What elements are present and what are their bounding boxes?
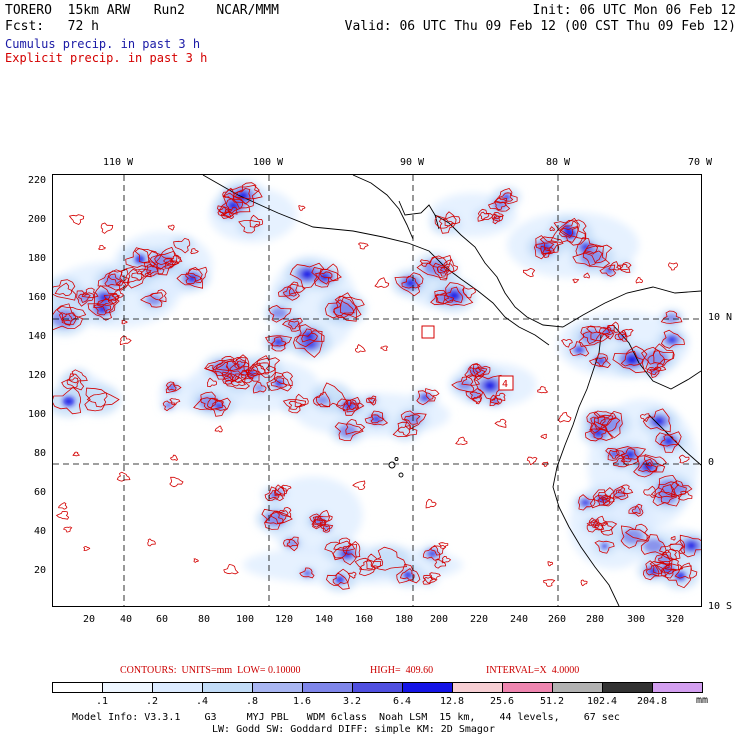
x-label-80: 80 [197,614,211,625]
y-label-180: 180 [27,253,46,264]
y-label-60: 60 [33,487,46,498]
station-box-label: 4 [502,379,508,390]
y-label-80: 80 [33,448,46,459]
colorbar-swatch [152,682,203,693]
coastline [202,175,701,606]
right-lat-label-10s: 10 S [708,601,733,612]
x-label-120: 120 [274,614,294,625]
top-lon-label-80w: 80 W [545,157,571,168]
y-label-160: 160 [27,292,46,303]
colorbar-swatch [552,682,603,693]
colorbar-swatch [652,682,703,693]
colorbar-label: 12.8 [439,696,465,707]
y-label-200: 200 [27,214,46,225]
model-title: TORERO 15km ARW Run2 NCAR/MMM [5,3,279,18]
colorbar-label: .2 [145,696,159,707]
contour-units-low: CONTOURS: UNITS=mm LOW= 0.10000 [120,665,301,676]
top-lon-label-100w: 100 W [252,157,284,168]
colorbar-label: 204.8 [636,696,668,707]
top-lon-label-70w: 70 W [687,157,713,168]
colorbar-swatch [302,682,353,693]
colorbar-swatch [602,682,653,693]
init-time: Init: 06 UTC Mon 06 Feb 12 [532,3,737,18]
light-precip-shading [53,180,701,592]
x-label-280: 280 [585,614,605,625]
x-label-100: 100 [235,614,255,625]
y-label-40: 40 [33,526,46,537]
colorbar-label: .1 [95,696,109,707]
x-label-220: 220 [469,614,489,625]
physics-info-line: LW: Godd SW: Goddard DIFF: simple KM: 2D… [212,724,495,735]
colorbar-swatch [352,682,403,693]
colorbar-swatch [202,682,253,693]
explicit-precip-contours [53,182,701,590]
station-markers: 4 [421,325,514,391]
model-info-line: Model Info: V3.3.1 G3 MYJ PBL WDM 6class… [72,712,620,723]
cumulus-precip-label: Cumulus precip. in past 3 h [5,37,201,51]
colorbar-label: .4 [195,696,209,707]
x-label-300: 300 [626,614,646,625]
colorbar-unit: mm [696,695,709,706]
top-lon-label-90w: 90 W [399,157,425,168]
y-label-100: 100 [27,409,46,420]
right-lat-label-10n: 10 N [708,312,733,323]
explicit-precip-label: Explicit precip. in past 3 h [5,51,208,65]
x-label-60: 60 [155,614,169,625]
x-label-200: 200 [429,614,449,625]
forecast-hour: Fcst: 72 h [5,19,99,34]
precip-map: 4 [52,174,702,607]
contour-interval: INTERVAL=X 4.0000 [486,665,580,676]
colorbar-label: 102.4 [586,696,618,707]
colorbar-swatch [102,682,153,693]
y-label-20: 20 [33,565,46,576]
x-label-320: 320 [665,614,685,625]
colorbar-label: .8 [245,696,259,707]
top-lon-label-110w: 110 W [102,157,134,168]
precip-map-canvas: 4 [53,175,701,606]
y-label-120: 120 [27,370,46,381]
right-lat-label-0: 0 [708,457,715,468]
y-label-220: 220 [27,175,46,186]
colorbar-label: 3.2 [342,696,362,707]
x-label-180: 180 [394,614,414,625]
x-label-260: 260 [547,614,567,625]
x-label-20: 20 [82,614,96,625]
colorbar-label: 25.6 [489,696,515,707]
valid-time: Valid: 06 UTC Thu 09 Feb 12 (00 CST Thu … [344,19,736,34]
x-label-240: 240 [509,614,529,625]
colorbar-swatch [402,682,453,693]
colorbar-swatch [452,682,503,693]
colorbar-label: 1.6 [292,696,312,707]
x-label-140: 140 [314,614,334,625]
x-label-160: 160 [354,614,374,625]
colorbar-label: 6.4 [392,696,412,707]
lat-lon-grid [53,175,701,606]
colorbar-swatch [502,682,553,693]
contour-high: HIGH= 409.60 [370,665,434,676]
colorbar-label: 51.2 [539,696,565,707]
y-label-140: 140 [27,331,46,342]
x-label-40: 40 [119,614,133,625]
colorbar-swatch [52,682,103,693]
colorbar-swatch [252,682,303,693]
